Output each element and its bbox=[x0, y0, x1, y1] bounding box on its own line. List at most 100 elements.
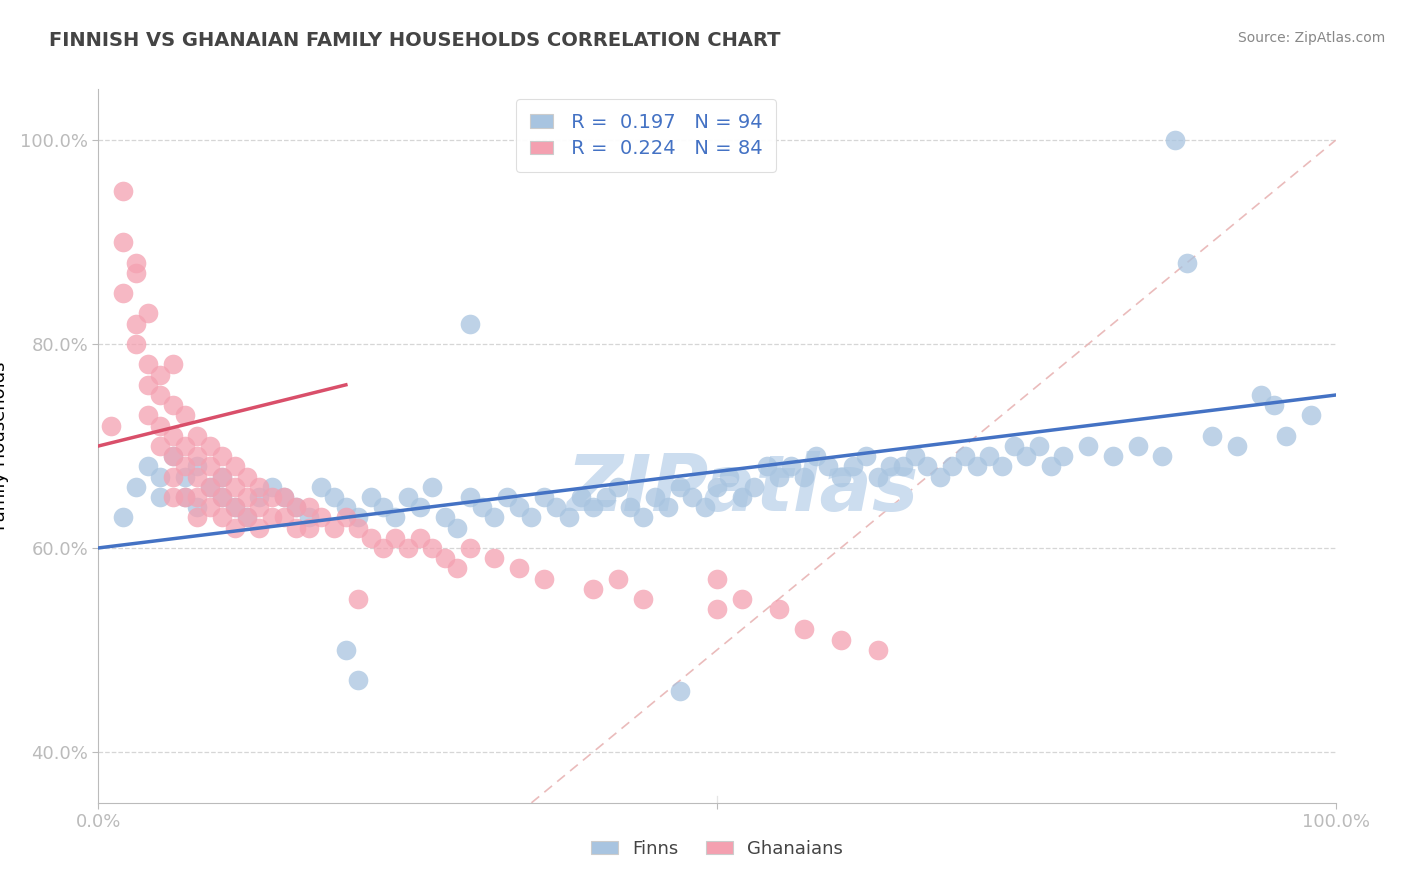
Point bbox=[162, 358, 184, 372]
Point bbox=[384, 531, 406, 545]
Point bbox=[990, 459, 1012, 474]
Point bbox=[422, 541, 444, 555]
Point bbox=[928, 469, 950, 483]
Point bbox=[100, 418, 122, 433]
Point bbox=[360, 490, 382, 504]
Point bbox=[1002, 439, 1025, 453]
Point bbox=[285, 500, 308, 515]
Point bbox=[619, 500, 641, 515]
Point bbox=[731, 490, 754, 504]
Point bbox=[718, 469, 741, 483]
Point bbox=[335, 500, 357, 515]
Point bbox=[211, 449, 233, 463]
Point bbox=[706, 572, 728, 586]
Point bbox=[966, 459, 988, 474]
Point bbox=[433, 510, 456, 524]
Point bbox=[979, 449, 1001, 463]
Point bbox=[198, 459, 221, 474]
Text: ZIPatlas: ZIPatlas bbox=[565, 450, 918, 527]
Point bbox=[335, 510, 357, 524]
Point bbox=[247, 520, 270, 534]
Point bbox=[780, 459, 803, 474]
Point bbox=[149, 490, 172, 504]
Point bbox=[174, 469, 197, 483]
Point bbox=[224, 500, 246, 515]
Text: FINNISH VS GHANAIAN FAMILY HOUSEHOLDS CORRELATION CHART: FINNISH VS GHANAIAN FAMILY HOUSEHOLDS CO… bbox=[49, 31, 780, 50]
Point bbox=[1299, 409, 1322, 423]
Point bbox=[1152, 449, 1174, 463]
Point bbox=[557, 510, 579, 524]
Point bbox=[830, 469, 852, 483]
Point bbox=[1201, 429, 1223, 443]
Point bbox=[198, 439, 221, 453]
Point bbox=[162, 449, 184, 463]
Point bbox=[1102, 449, 1125, 463]
Point bbox=[211, 469, 233, 483]
Point bbox=[1250, 388, 1272, 402]
Point bbox=[1164, 133, 1187, 147]
Point bbox=[1175, 255, 1198, 269]
Point bbox=[224, 459, 246, 474]
Point bbox=[322, 490, 344, 504]
Point bbox=[186, 449, 208, 463]
Point bbox=[830, 632, 852, 647]
Point bbox=[508, 561, 530, 575]
Point bbox=[953, 449, 976, 463]
Point bbox=[768, 469, 790, 483]
Point bbox=[136, 377, 159, 392]
Point bbox=[866, 469, 889, 483]
Point bbox=[224, 480, 246, 494]
Point bbox=[112, 235, 135, 249]
Point bbox=[471, 500, 494, 515]
Point bbox=[422, 480, 444, 494]
Point bbox=[162, 429, 184, 443]
Point bbox=[1226, 439, 1249, 453]
Point bbox=[174, 409, 197, 423]
Point bbox=[260, 490, 283, 504]
Point bbox=[211, 510, 233, 524]
Point bbox=[569, 490, 592, 504]
Point bbox=[360, 531, 382, 545]
Point bbox=[335, 643, 357, 657]
Point bbox=[1028, 439, 1050, 453]
Point bbox=[1052, 449, 1074, 463]
Point bbox=[186, 510, 208, 524]
Point bbox=[136, 358, 159, 372]
Point bbox=[904, 449, 927, 463]
Point bbox=[236, 490, 259, 504]
Point bbox=[631, 510, 654, 524]
Point bbox=[1015, 449, 1038, 463]
Point bbox=[742, 480, 765, 494]
Point bbox=[607, 480, 630, 494]
Point bbox=[1040, 459, 1063, 474]
Point bbox=[124, 337, 146, 351]
Point bbox=[285, 520, 308, 534]
Point bbox=[186, 500, 208, 515]
Point bbox=[211, 490, 233, 504]
Point bbox=[162, 490, 184, 504]
Point bbox=[211, 490, 233, 504]
Point bbox=[224, 500, 246, 515]
Point bbox=[533, 490, 555, 504]
Text: Source: ZipAtlas.com: Source: ZipAtlas.com bbox=[1237, 31, 1385, 45]
Point bbox=[112, 286, 135, 301]
Point bbox=[595, 490, 617, 504]
Point bbox=[260, 480, 283, 494]
Point bbox=[520, 510, 543, 524]
Point bbox=[879, 459, 901, 474]
Point bbox=[112, 510, 135, 524]
Point bbox=[162, 469, 184, 483]
Point bbox=[198, 480, 221, 494]
Point bbox=[186, 490, 208, 504]
Point bbox=[384, 510, 406, 524]
Point bbox=[607, 572, 630, 586]
Point bbox=[941, 459, 963, 474]
Point bbox=[309, 480, 332, 494]
Point bbox=[174, 459, 197, 474]
Point bbox=[273, 490, 295, 504]
Point bbox=[484, 551, 506, 566]
Point bbox=[804, 449, 827, 463]
Point bbox=[681, 490, 703, 504]
Point bbox=[149, 469, 172, 483]
Point bbox=[236, 510, 259, 524]
